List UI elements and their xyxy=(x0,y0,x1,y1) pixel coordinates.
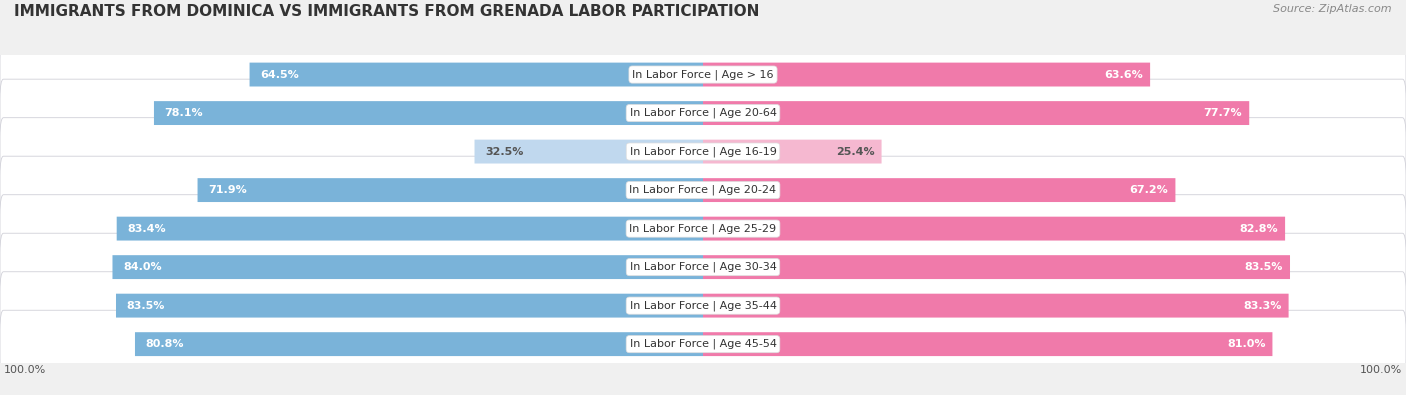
Text: 25.4%: 25.4% xyxy=(837,147,875,156)
FancyBboxPatch shape xyxy=(0,310,1406,378)
FancyBboxPatch shape xyxy=(155,101,703,125)
FancyBboxPatch shape xyxy=(475,140,703,164)
FancyBboxPatch shape xyxy=(112,255,703,279)
FancyBboxPatch shape xyxy=(115,294,703,318)
Text: 82.8%: 82.8% xyxy=(1240,224,1278,233)
FancyBboxPatch shape xyxy=(703,63,1150,87)
FancyBboxPatch shape xyxy=(197,178,703,202)
FancyBboxPatch shape xyxy=(0,233,1406,301)
Text: 81.0%: 81.0% xyxy=(1227,339,1265,349)
FancyBboxPatch shape xyxy=(703,101,1250,125)
FancyBboxPatch shape xyxy=(703,255,1291,279)
FancyBboxPatch shape xyxy=(703,294,1289,318)
FancyBboxPatch shape xyxy=(703,178,1175,202)
Text: 83.5%: 83.5% xyxy=(1244,262,1282,272)
Text: 83.3%: 83.3% xyxy=(1243,301,1282,310)
Text: In Labor Force | Age 45-54: In Labor Force | Age 45-54 xyxy=(630,339,776,350)
Text: 84.0%: 84.0% xyxy=(124,262,162,272)
Text: 32.5%: 32.5% xyxy=(485,147,523,156)
FancyBboxPatch shape xyxy=(703,140,882,164)
Text: 80.8%: 80.8% xyxy=(145,339,184,349)
Text: 67.2%: 67.2% xyxy=(1129,185,1168,195)
FancyBboxPatch shape xyxy=(135,332,703,356)
Text: In Labor Force | Age 25-29: In Labor Force | Age 25-29 xyxy=(630,223,776,234)
Text: In Labor Force | Age > 16: In Labor Force | Age > 16 xyxy=(633,69,773,80)
FancyBboxPatch shape xyxy=(0,195,1406,263)
FancyBboxPatch shape xyxy=(117,217,703,241)
FancyBboxPatch shape xyxy=(0,79,1406,147)
FancyBboxPatch shape xyxy=(0,272,1406,340)
Text: In Labor Force | Age 30-34: In Labor Force | Age 30-34 xyxy=(630,262,776,273)
Text: In Labor Force | Age 20-64: In Labor Force | Age 20-64 xyxy=(630,108,776,118)
FancyBboxPatch shape xyxy=(0,118,1406,186)
Text: In Labor Force | Age 35-44: In Labor Force | Age 35-44 xyxy=(630,300,776,311)
Text: 100.0%: 100.0% xyxy=(1360,365,1403,375)
Text: 63.6%: 63.6% xyxy=(1104,70,1143,79)
Text: 83.4%: 83.4% xyxy=(127,224,166,233)
Text: 71.9%: 71.9% xyxy=(208,185,247,195)
Text: 64.5%: 64.5% xyxy=(260,70,299,79)
FancyBboxPatch shape xyxy=(250,63,703,87)
Text: Source: ZipAtlas.com: Source: ZipAtlas.com xyxy=(1274,4,1392,14)
FancyBboxPatch shape xyxy=(0,156,1406,224)
Text: IMMIGRANTS FROM DOMINICA VS IMMIGRANTS FROM GRENADA LABOR PARTICIPATION: IMMIGRANTS FROM DOMINICA VS IMMIGRANTS F… xyxy=(14,4,759,19)
Text: 77.7%: 77.7% xyxy=(1204,108,1243,118)
Text: In Labor Force | Age 20-24: In Labor Force | Age 20-24 xyxy=(630,185,776,196)
Text: In Labor Force | Age 16-19: In Labor Force | Age 16-19 xyxy=(630,146,776,157)
FancyBboxPatch shape xyxy=(703,332,1272,356)
Text: 83.5%: 83.5% xyxy=(127,301,165,310)
Text: 78.1%: 78.1% xyxy=(165,108,202,118)
FancyBboxPatch shape xyxy=(0,41,1406,109)
Text: 100.0%: 100.0% xyxy=(3,365,46,375)
FancyBboxPatch shape xyxy=(703,217,1285,241)
